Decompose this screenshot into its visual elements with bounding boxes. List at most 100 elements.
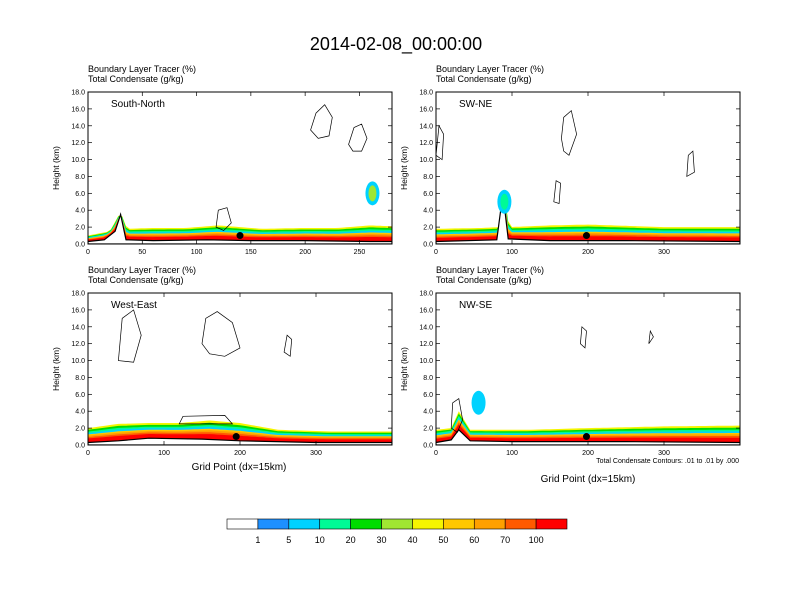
figure-title: 2014-02-08_00:00:00: [310, 34, 482, 55]
y-tick-label: 2.0: [423, 426, 433, 433]
x-tick-label: 50: [138, 249, 146, 256]
x-tick-label: 0: [434, 249, 438, 256]
location-marker: [236, 232, 244, 240]
y-tick-label: 6.0: [423, 191, 433, 198]
plot-frame: [87, 91, 393, 245]
condensate-contour: [553, 180, 561, 204]
colorbar-swatch: [350, 518, 382, 530]
x-tick-label: 300: [658, 450, 670, 457]
y-tick-label: 16.0: [419, 307, 433, 314]
y-tick-label: 16.0: [419, 106, 433, 113]
y-tick-label: 8.0: [75, 375, 85, 382]
tracer-blob-inner: [474, 394, 483, 411]
condensate-contour: [201, 311, 241, 357]
colorbar-swatch: [257, 518, 290, 530]
y-tick-label: 14.0: [419, 123, 433, 130]
panel-label: SW-NE: [459, 99, 492, 110]
colorbar: 1 5 10 20 30 40 50 60 70 100: [226, 518, 568, 545]
y-tick-label: 0.0: [75, 242, 85, 249]
tracer-layer-7: [436, 202, 740, 244]
colorbar-label: 100: [529, 535, 544, 545]
tracer-blob-inner: [368, 185, 377, 202]
tracer-layer-4: [436, 197, 740, 244]
x-tick-label: 200: [582, 249, 594, 256]
panel-header-tracer: Boundary Layer Tracer (%): [436, 64, 544, 74]
y-tick-label: 18.0: [419, 291, 433, 298]
y-tick-label: 2.0: [75, 426, 85, 433]
y-tick-label: 4.0: [75, 208, 85, 215]
x-tick-label: 250: [354, 249, 366, 256]
y-tick-label: 2.0: [75, 225, 85, 232]
terrain: [88, 212, 392, 244]
x-tick-label: 300: [658, 249, 670, 256]
condensate-contour: [215, 207, 232, 231]
y-tick-label: 0.0: [75, 443, 85, 450]
y-tick-label: 14.0: [419, 324, 433, 331]
location-marker: [582, 433, 590, 441]
colorbar-swatch: [535, 518, 568, 530]
x-tick-label: 300: [310, 450, 322, 457]
y-tick-label: 10.0: [419, 157, 433, 164]
y-axis-label: Height (km): [51, 347, 61, 391]
condensate-contour: [178, 415, 234, 425]
tracer-layer-3: [436, 196, 740, 244]
x-tick-label: 100: [191, 249, 203, 256]
panel-header-tracer: Boundary Layer Tracer (%): [88, 265, 196, 275]
y-tick-label: 6.0: [423, 392, 433, 399]
condensate-contour: [348, 123, 368, 152]
plot-area: [88, 104, 392, 244]
y-axis-label: Height (km): [399, 347, 409, 391]
panel-label: South-North: [111, 99, 165, 110]
plot-area: [436, 109, 740, 244]
colorbar-label: 70: [500, 535, 510, 545]
panel-sw-ne: 0.0 2.0 4.0 6.0 8.0 10.0 12.0 14.0 16.0 18.0 0 100 2…: [399, 64, 741, 256]
location-marker: [232, 433, 240, 441]
panel-header-tracer: Boundary Layer Tracer (%): [436, 265, 544, 275]
panel-label: West-East: [111, 300, 157, 311]
condensate-contour: [436, 124, 444, 161]
y-tick-label: 0.0: [423, 443, 433, 450]
x-tick-label: 150: [245, 249, 257, 256]
colorbar-swatch: [288, 518, 321, 530]
y-tick-label: 12.0: [419, 341, 433, 348]
colorbar-swatch: [443, 518, 475, 530]
panel-nw-se: 0.0 2.0 4.0 6.0 8.0 10.0 12.0 14.0 16.0 18.0 0 100 2…: [399, 265, 741, 457]
x-axis-label-left: Grid Point (dx=15km): [192, 462, 287, 473]
colorbar-swatch: [412, 518, 444, 530]
x-tick-label: 0: [86, 249, 90, 256]
x-tick-label: 100: [506, 249, 518, 256]
panel-west-east: 0.0 2.0 4.0 6.0 8.0 10.0 12.0 14.0 16.0 18.0 0 100 2…: [51, 265, 393, 457]
colorbar-label: 30: [377, 535, 387, 545]
colorbar-swatch: [381, 518, 413, 530]
condensate-contour: [686, 150, 695, 178]
y-tick-label: 10.0: [419, 358, 433, 365]
colorbar-label: 10: [315, 535, 325, 545]
plot-area: [88, 309, 392, 445]
x-tick-label: 100: [506, 450, 518, 457]
y-tick-label: 4.0: [423, 409, 433, 416]
y-tick-label: 8.0: [423, 375, 433, 382]
y-tick-label: 4.0: [75, 409, 85, 416]
tracer-layer-7: [436, 424, 740, 445]
tracer-blob-inner: [500, 193, 509, 210]
x-tick-label: 200: [582, 450, 594, 457]
y-tick-label: 18.0: [419, 90, 433, 97]
colorbar-swatch: [504, 518, 537, 530]
condensate-contour: [310, 104, 333, 139]
condensate-contour: [648, 329, 654, 344]
y-tick-label: 12.0: [71, 341, 85, 348]
plot-area: [436, 326, 740, 445]
y-tick-label: 14.0: [71, 123, 85, 130]
colorbar-swatch: [319, 518, 351, 530]
y-tick-label: 2.0: [423, 225, 433, 232]
plot-frame: [87, 292, 393, 446]
condensate-contour: [118, 309, 142, 363]
colorbar-label: 60: [469, 535, 479, 545]
y-tick-label: 12.0: [71, 140, 85, 147]
y-tick-label: 10.0: [71, 358, 85, 365]
colorbar-label: 1: [255, 535, 260, 545]
y-axis-label: Height (km): [399, 146, 409, 190]
panel-header-condensate: Total Condensate (g/kg): [88, 74, 184, 84]
condensate-contour: [580, 326, 587, 349]
